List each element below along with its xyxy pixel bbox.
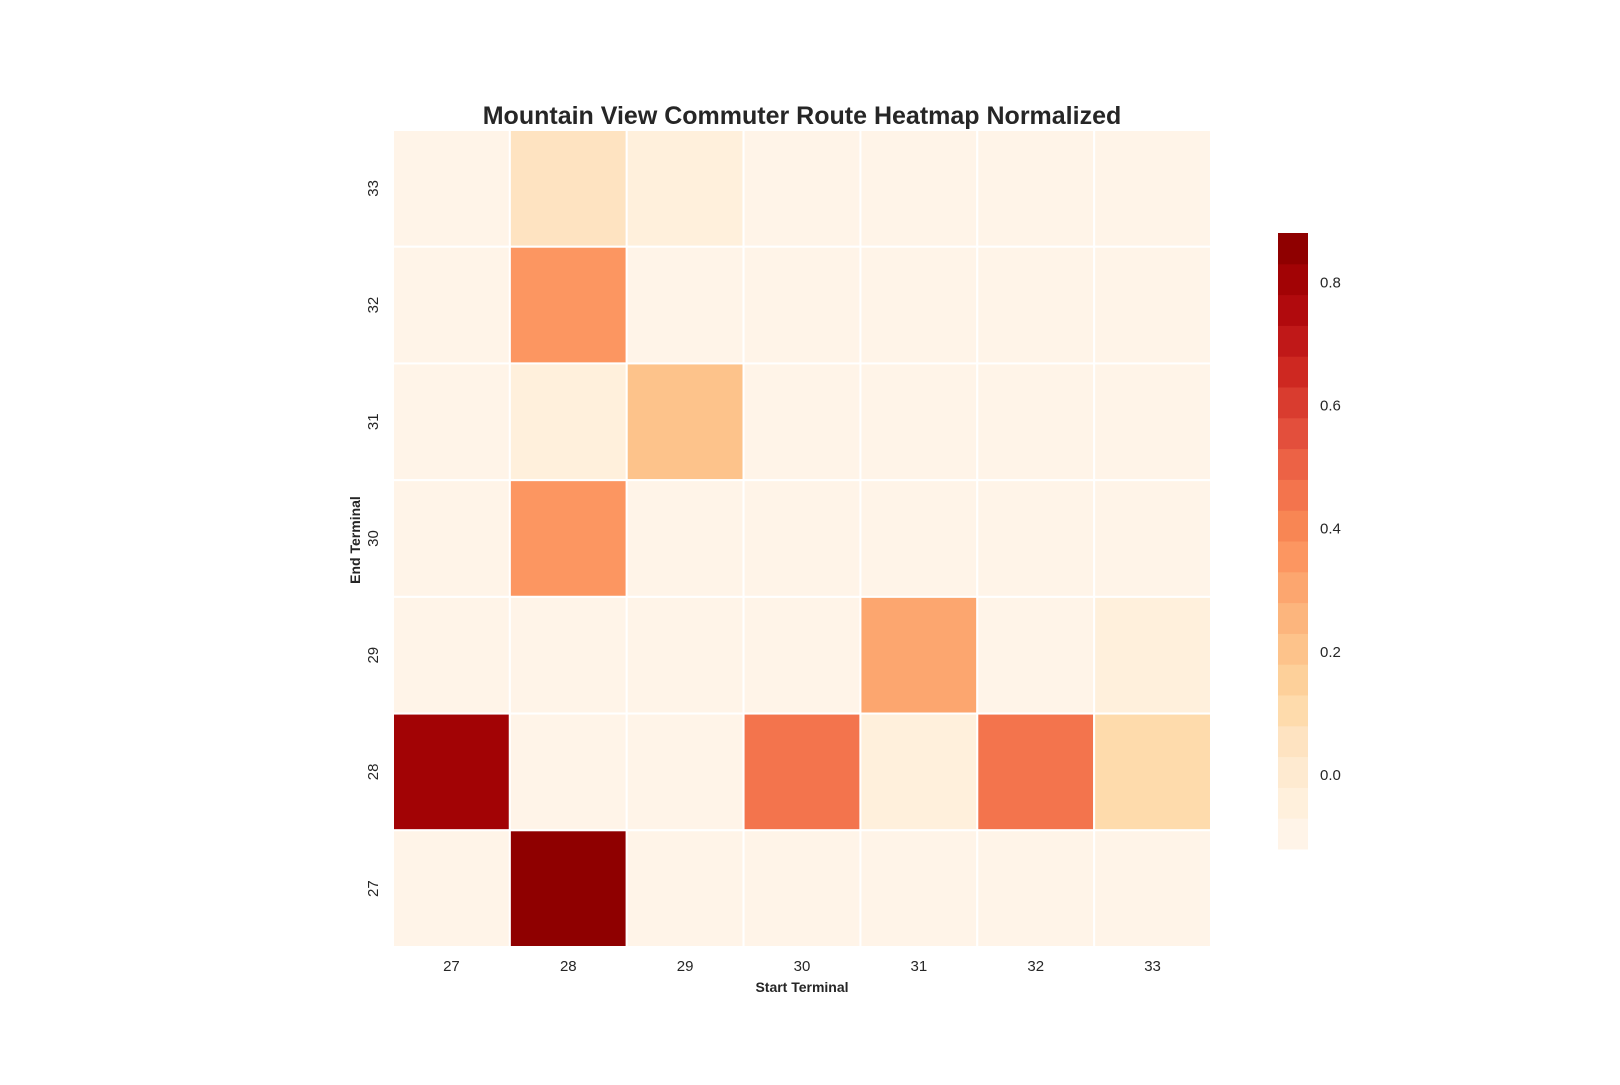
y-tick-label: 33	[365, 180, 382, 197]
y-tick-label: 28	[365, 764, 382, 781]
heatmap-cell-28-27	[392, 712, 511, 832]
heatmap-cell-31-31	[859, 362, 979, 482]
heatmap-cell-27-30	[742, 829, 862, 948]
heatmap-cell-29-33	[1093, 595, 1212, 715]
heatmap-cell-27-31	[859, 829, 979, 948]
heatmap-cell-32-28	[508, 245, 628, 365]
chart-title: Mountain View Commuter Route Heatmap Nor…	[483, 102, 1122, 130]
heatmap-cell-27-27	[392, 829, 511, 948]
colorbar-segment	[1278, 756, 1308, 788]
colorbar-segment	[1278, 417, 1308, 450]
heatmap-cell-30-30	[742, 479, 862, 598]
heatmap-cell-28-32	[976, 712, 1096, 832]
colorbar-segment	[1278, 725, 1308, 758]
heatmap-cell-28-28	[508, 712, 628, 832]
colorbar-segment	[1278, 695, 1308, 727]
heatmap-cell-33-31	[859, 129, 979, 248]
heatmap-cell-28-29	[625, 712, 745, 832]
colorbar	[1278, 233, 1308, 850]
x-axis-label: Start Terminal	[755, 979, 848, 995]
y-tick-label: 29	[365, 647, 382, 664]
colorbar-segment	[1278, 787, 1308, 819]
colorbar-segment	[1278, 571, 1308, 604]
heatmap-cell-33-32	[976, 129, 1096, 248]
colorbar-segment	[1278, 387, 1308, 419]
heatmap-cell-31-28	[508, 362, 628, 482]
x-tick-label: 32	[1027, 958, 1044, 975]
x-tick-label: 28	[560, 958, 577, 975]
y-axis-label: End Terminal	[347, 496, 363, 584]
colorbar-segment	[1278, 294, 1308, 326]
heatmap-cell-32-30	[742, 245, 862, 365]
y-tick-label: 31	[365, 413, 382, 430]
heatmap-cell-29-31	[859, 595, 979, 715]
heatmap-cell-29-28	[508, 595, 628, 715]
heatmap-cell-28-30	[742, 712, 862, 832]
x-tick-label: 31	[911, 958, 928, 975]
colorbar-segment	[1278, 664, 1308, 696]
heatmap-cell-28-31	[859, 712, 979, 832]
heatmap-cell-29-32	[976, 595, 1096, 715]
colorbar-segment	[1278, 633, 1308, 665]
colorbar-tick-label: 0.8	[1320, 274, 1341, 291]
heatmap-cell-33-29	[625, 129, 745, 248]
heatmap-cell-31-32	[976, 362, 1096, 482]
heatmap-cells	[392, 129, 1212, 948]
y-tick-label: 30	[365, 530, 382, 547]
colorbar-tick-label: 0.6	[1320, 397, 1341, 414]
colorbar-segment	[1278, 818, 1308, 850]
heatmap-cell-32-32	[976, 245, 1096, 365]
colorbar-segment	[1278, 602, 1308, 634]
heatmap-cell-33-30	[742, 129, 862, 248]
x-tick-label: 27	[443, 958, 460, 975]
x-tick-label: 30	[794, 958, 811, 975]
heatmap-cell-32-29	[625, 245, 745, 365]
heatmap-cell-27-33	[1093, 829, 1212, 948]
colorbar-tick-label: 0.4	[1320, 521, 1341, 538]
heatmap-cell-30-33	[1093, 479, 1212, 598]
colorbar-segment	[1278, 356, 1308, 388]
heatmap-cell-33-33	[1093, 129, 1212, 248]
heatmap-cell-33-27	[392, 129, 511, 248]
colorbar-segment	[1278, 510, 1308, 542]
heatmap-cell-32-27	[392, 245, 511, 365]
colorbar-segment	[1278, 263, 1308, 296]
heatmap-cell-30-27	[392, 479, 511, 598]
colorbar-segment	[1278, 448, 1308, 480]
y-tick-label: 27	[365, 880, 382, 897]
heatmap-cell-31-30	[742, 362, 862, 482]
heatmap-cell-32-31	[859, 245, 979, 365]
heatmap-cell-31-33	[1093, 362, 1212, 482]
colorbar-segment	[1278, 479, 1308, 511]
heatmap-cell-29-27	[392, 595, 511, 715]
heatmap-cell-27-28	[508, 829, 628, 948]
heatmap-cell-28-33	[1093, 712, 1212, 832]
heatmap-cell-30-28	[508, 479, 628, 598]
x-tick-labels: 27 28 29 30 31 32 33	[443, 958, 1161, 975]
y-tick-label: 32	[365, 297, 382, 314]
heatmap-cell-27-29	[625, 829, 745, 948]
colorbar-tick-label: 0.0	[1320, 767, 1341, 784]
heatmap-cell-30-32	[976, 479, 1096, 598]
colorbar-segment	[1278, 233, 1308, 265]
heatmap-cell-31-29	[625, 362, 745, 482]
y-tick-labels: 33 32 31 30 29 28 27	[365, 180, 382, 897]
x-tick-label: 29	[677, 958, 694, 975]
heatmap-cell-33-28	[508, 129, 628, 248]
colorbar-tick-labels: 0.8 0.6 0.4 0.2 0.0	[1320, 274, 1341, 784]
x-tick-label: 33	[1144, 958, 1161, 975]
heatmap-cell-29-29	[625, 595, 745, 715]
heatmap-cell-27-32	[976, 829, 1096, 948]
heatmap-cell-32-33	[1093, 245, 1212, 365]
colorbar-tick-label: 0.2	[1320, 644, 1341, 661]
heatmap-cell-30-31	[859, 479, 979, 598]
colorbar-segment	[1278, 325, 1308, 357]
heatmap-cell-29-30	[742, 595, 862, 715]
heatmap-cell-30-29	[625, 479, 745, 598]
heatmap-cell-31-27	[392, 362, 511, 482]
colorbar-segment	[1278, 541, 1308, 573]
